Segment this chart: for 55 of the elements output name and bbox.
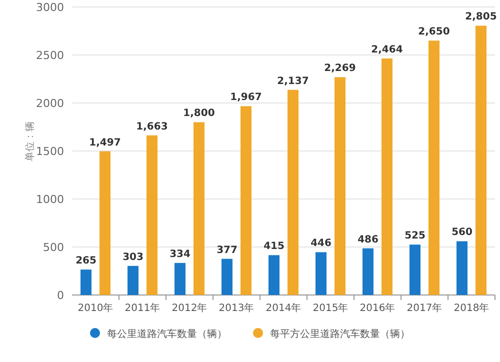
bar (80, 270, 92, 295)
bar (288, 90, 298, 295)
data-label: 1,497 (89, 137, 121, 148)
data-label: 2,464 (371, 44, 403, 56)
x-tick-label: 2013年 (218, 302, 254, 314)
data-label: 486 (358, 234, 378, 246)
bar (194, 122, 204, 295)
data-label: 2,805 (465, 12, 497, 23)
legend-label: 每平方公里道路汽车数量（辆） (270, 328, 410, 340)
bar (382, 58, 392, 295)
y-tick-label: 0 (57, 289, 64, 302)
data-label: 2,650 (418, 26, 450, 38)
bar (362, 248, 374, 295)
data-label: 2,269 (324, 63, 356, 74)
y-tick-label: 1000 (36, 193, 64, 206)
bar (128, 266, 138, 295)
legend-label: 每公里道路汽车数量（辆） (107, 328, 227, 340)
x-tick-label: 2015年 (312, 302, 348, 314)
bar (410, 244, 420, 295)
x-tick-label: 2010年 (78, 302, 114, 314)
x-tick-label: 2017年 (406, 302, 442, 314)
bar (334, 77, 346, 295)
data-label: 525 (404, 230, 426, 242)
x-tick-label: 2014年 (266, 302, 302, 314)
data-label: 2,137 (277, 76, 309, 87)
bar (316, 252, 326, 295)
data-label: 1,663 (136, 121, 168, 132)
y-tick-label: 2500 (36, 49, 64, 62)
bar (174, 262, 186, 295)
data-label: 1,967 (230, 92, 262, 104)
x-tick-label: 2012年 (172, 302, 208, 314)
x-tick-label: 2011年 (124, 302, 160, 314)
bar (222, 258, 232, 295)
data-label: 415 (264, 241, 284, 252)
bar (146, 135, 158, 295)
data-label: 265 (76, 256, 96, 267)
y-tick-label: 1500 (36, 145, 64, 158)
data-label: 1,800 (183, 108, 215, 120)
y-tick-label: 3000 (36, 1, 64, 14)
bar (240, 106, 252, 295)
bar (268, 255, 280, 295)
data-label: 303 (122, 252, 144, 263)
data-label: 377 (216, 244, 238, 256)
y-tick-label: 500 (43, 241, 64, 254)
y-tick-label: 2000 (36, 97, 64, 110)
data-label: 560 (452, 227, 472, 238)
x-tick-label: 2018年 (454, 302, 490, 314)
bar (428, 40, 440, 295)
data-label: 446 (310, 238, 332, 250)
data-label: 334 (170, 248, 190, 260)
bar (476, 26, 486, 295)
x-tick-label: 2016年 (360, 302, 396, 314)
y-axis-title: 单位：辆 (24, 121, 36, 162)
bar (100, 151, 110, 295)
bar (456, 241, 468, 295)
